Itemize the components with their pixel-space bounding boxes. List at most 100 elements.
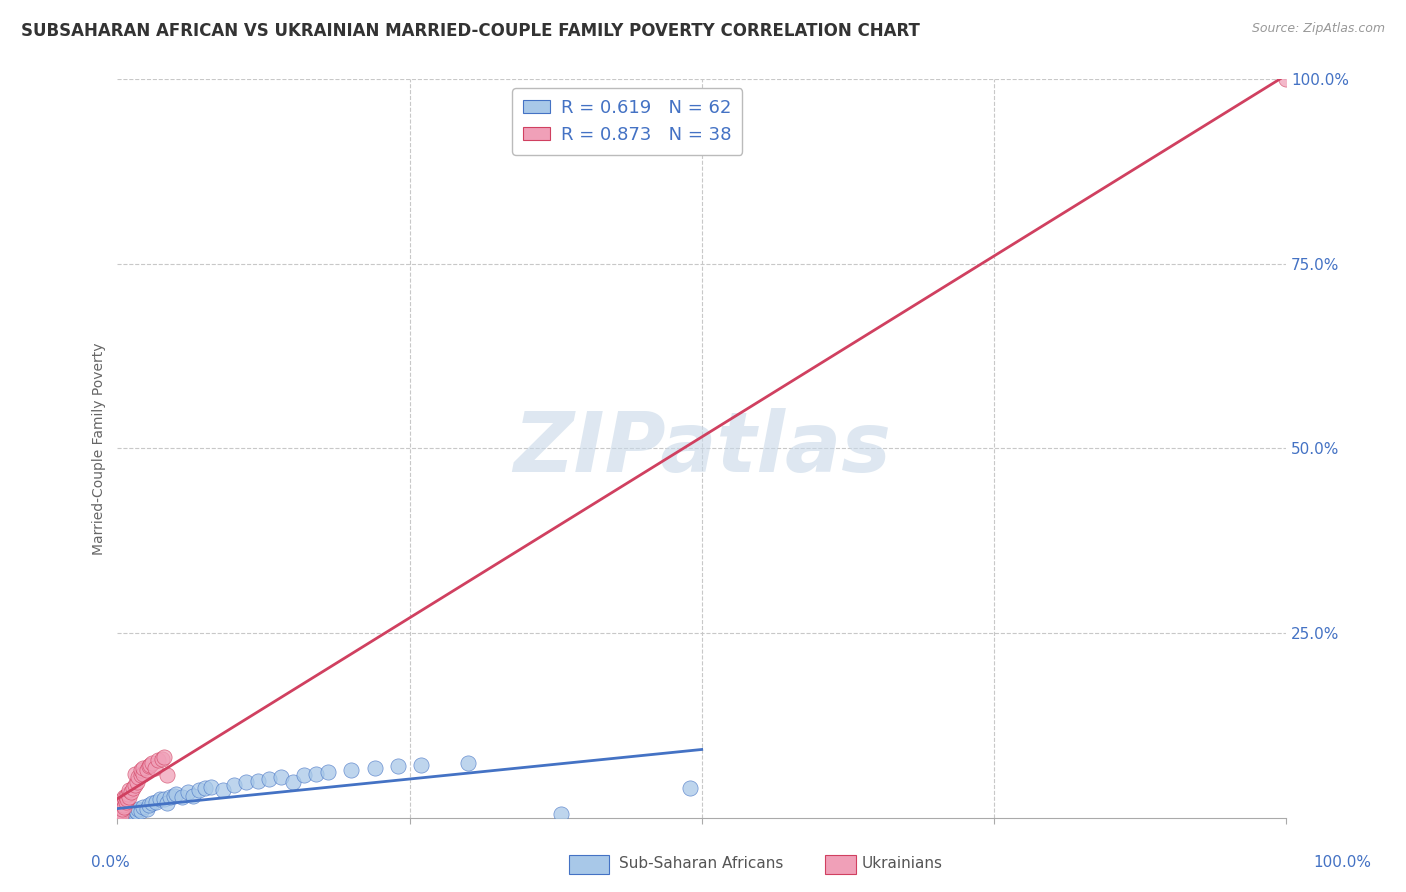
Point: [135, 802, 157, 816]
Point: [153, 750, 176, 764]
Point: [120, 806, 142, 821]
Point: [155, 796, 177, 810]
Point: [138, 797, 160, 812]
Point: [550, 807, 572, 822]
Point: [107, 810, 129, 824]
Point: [118, 790, 141, 805]
Point: [114, 806, 136, 821]
Text: Sub-Saharan Africans: Sub-Saharan Africans: [619, 856, 783, 871]
Point: [132, 761, 155, 775]
Point: [107, 807, 129, 822]
Point: [141, 796, 163, 810]
Point: [316, 765, 339, 780]
Point: [679, 781, 702, 796]
Point: [107, 809, 129, 823]
Point: [124, 805, 146, 820]
Point: [183, 789, 205, 803]
Point: [114, 800, 136, 814]
Point: [114, 809, 136, 823]
Point: [1275, 72, 1298, 87]
Point: [363, 761, 385, 775]
Point: [111, 796, 134, 810]
Point: [115, 808, 138, 822]
Point: [108, 805, 131, 819]
Point: [115, 792, 138, 806]
Point: [111, 809, 134, 823]
Point: [148, 753, 170, 767]
Point: [305, 766, 328, 780]
Point: [114, 789, 136, 803]
Point: [111, 802, 134, 816]
Text: 100.0%: 100.0%: [1313, 855, 1371, 870]
Point: [170, 790, 193, 805]
Point: [129, 768, 152, 782]
Point: [112, 797, 135, 812]
Point: [270, 770, 292, 784]
Point: [122, 804, 145, 818]
Point: [235, 775, 257, 789]
Point: [259, 772, 281, 787]
Point: [132, 766, 155, 780]
Point: [387, 759, 409, 773]
Point: [246, 774, 269, 789]
Point: [281, 775, 304, 789]
Point: [129, 763, 152, 777]
Point: [294, 768, 316, 782]
Point: [115, 810, 138, 824]
Point: [118, 808, 141, 822]
Text: 0.0%: 0.0%: [91, 855, 131, 870]
Point: [110, 800, 132, 814]
Point: [411, 757, 433, 772]
Point: [127, 802, 149, 816]
Point: [194, 781, 217, 796]
Text: ZIPatlas: ZIPatlas: [513, 408, 890, 489]
Point: [110, 810, 132, 824]
Point: [125, 804, 148, 818]
Point: [139, 757, 162, 772]
Point: [155, 768, 177, 782]
Point: [108, 808, 131, 822]
Point: [108, 804, 131, 818]
Y-axis label: Married-Couple Family Poverty: Married-Couple Family Poverty: [93, 343, 107, 555]
Point: [114, 795, 136, 809]
Point: [159, 790, 181, 805]
Point: [138, 759, 160, 773]
Point: [114, 790, 136, 805]
Point: [114, 808, 136, 822]
Point: [150, 752, 173, 766]
Point: [340, 763, 363, 777]
Point: [127, 770, 149, 784]
Point: [145, 795, 167, 809]
Point: [141, 756, 163, 770]
Point: [129, 804, 152, 818]
Legend: R = 0.619   N = 62, R = 0.873   N = 38: R = 0.619 N = 62, R = 0.873 N = 38: [512, 88, 742, 154]
Point: [121, 785, 143, 799]
Point: [165, 787, 187, 801]
Point: [124, 766, 146, 780]
Point: [112, 792, 135, 806]
Point: [112, 810, 135, 824]
Point: [121, 805, 143, 819]
Text: Ukrainians: Ukrainians: [862, 856, 943, 871]
Text: Source: ZipAtlas.com: Source: ZipAtlas.com: [1251, 22, 1385, 36]
Text: SUBSAHARAN AFRICAN VS UKRAINIAN MARRIED-COUPLE FAMILY POVERTY CORRELATION CHART: SUBSAHARAN AFRICAN VS UKRAINIAN MARRIED-…: [21, 22, 920, 40]
Point: [112, 808, 135, 822]
Point: [110, 808, 132, 822]
Point: [211, 782, 233, 797]
Point: [148, 792, 170, 806]
Point: [121, 781, 143, 796]
Point: [457, 756, 479, 770]
Point: [124, 778, 146, 792]
Point: [117, 807, 139, 822]
Point: [188, 782, 211, 797]
Point: [127, 805, 149, 819]
Point: [118, 782, 141, 797]
Point: [117, 787, 139, 801]
Point: [110, 809, 132, 823]
Point: [176, 785, 198, 799]
Point: [224, 778, 246, 792]
Point: [162, 789, 184, 803]
Point: [135, 763, 157, 777]
Point: [132, 800, 155, 814]
Point: [107, 809, 129, 823]
